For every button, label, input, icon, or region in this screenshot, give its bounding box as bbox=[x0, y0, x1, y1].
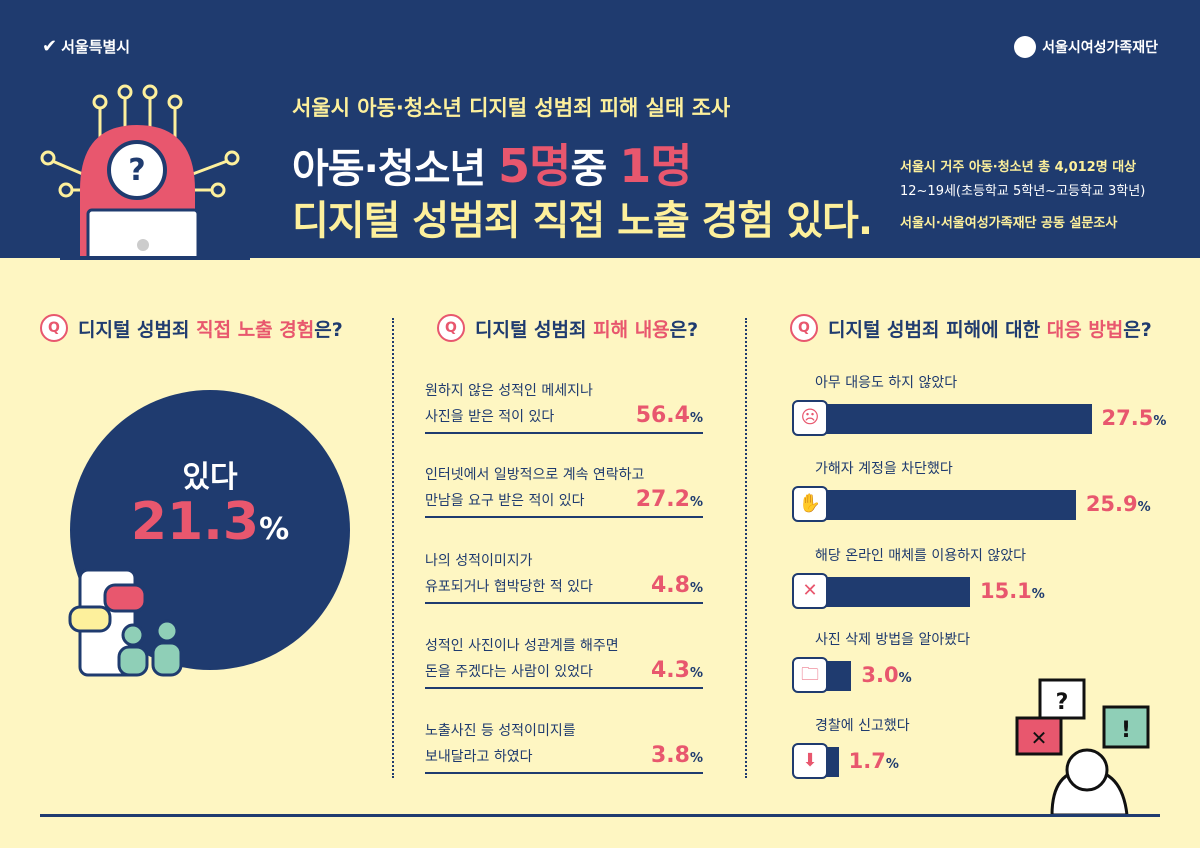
survey-subtitle: 서울시 아동·청소년 디지털 성범죄 피해 실태 조사 bbox=[292, 96, 731, 120]
bottom-rule bbox=[40, 814, 1160, 817]
monitor-folder-icon: 🗀 bbox=[792, 657, 828, 693]
survey-target: 서울시 거주 아동·청소년 총 4,012명 대상 bbox=[900, 160, 1137, 175]
headline-text: 중 bbox=[570, 146, 620, 192]
damage-item-line2: 사진을 받은 적이 있다 bbox=[425, 409, 555, 425]
damage-item-line2: 만남을 요구 받은 적이 있다 bbox=[425, 493, 585, 509]
exposure-unit: % bbox=[259, 512, 290, 547]
q-icon: Q bbox=[790, 314, 818, 342]
headline-highlight: 1명 bbox=[619, 139, 692, 193]
damage-item-value: 56.4% bbox=[635, 403, 703, 428]
seoul-logo: ✔ 서울특별시 bbox=[42, 36, 130, 57]
survey-age-range: 12~19세(초등학교 5학년~고등학교 3학년) bbox=[900, 184, 1146, 199]
question-content: Q 디지털 성범죄 피해 내용은? bbox=[437, 314, 698, 342]
covering-face-icon: ☹ bbox=[792, 400, 828, 436]
question-response: Q 디지털 성범죄 피해에 대한 대응 방법은? bbox=[790, 314, 1152, 342]
response-value: 15.1% bbox=[979, 579, 1045, 603]
survey-organizers: 서울시·서울여성가족재단 공동 설문조사 bbox=[900, 216, 1118, 231]
response-value: 27.5% bbox=[1101, 406, 1167, 430]
q-icon: Q bbox=[437, 314, 465, 342]
phone-chat-illustration-icon bbox=[68, 568, 183, 677]
foundation-logo-icon bbox=[1014, 36, 1037, 58]
seoul-logo-text: 서울특별시 bbox=[61, 38, 131, 56]
exposure-value: 21.3% bbox=[70, 492, 350, 552]
damage-item-value: 4.8% bbox=[650, 573, 703, 598]
crossed-laptop-icon: ✕ bbox=[792, 573, 828, 609]
question-text: 디지털 성범죄 피해에 대한 대응 방법은? bbox=[828, 318, 1152, 341]
response-value: 1.7% bbox=[848, 749, 899, 773]
column-divider bbox=[745, 318, 747, 778]
question-text: 디지털 성범죄 직접 노출 경험은? bbox=[78, 318, 343, 341]
confused-person-illustration-icon: ? ✕ ! bbox=[1015, 678, 1150, 815]
headline-text: 아동·청소년 bbox=[292, 146, 499, 192]
svg-text:?: ? bbox=[128, 153, 145, 188]
response-label: 경찰에 신고했다 bbox=[815, 718, 910, 734]
column-divider bbox=[392, 318, 394, 778]
damage-item-line2: 유포되거나 협박당한 적 있다 bbox=[425, 579, 593, 595]
response-bar bbox=[822, 490, 1076, 520]
svg-text:✕: ✕ bbox=[1031, 726, 1048, 750]
damage-item-line2: 돈을 주겠다는 사람이 있었다 bbox=[425, 664, 593, 680]
response-value: 25.9% bbox=[1085, 492, 1151, 516]
q-icon: Q bbox=[40, 314, 68, 342]
response-bar bbox=[822, 577, 970, 607]
response-value: 3.0% bbox=[861, 663, 912, 687]
headline-2: 디지털 성범죄 직접 노출 경험 있다. bbox=[292, 198, 873, 244]
damage-item-line2: 보내달라고 하였다 bbox=[425, 749, 533, 765]
damage-item-line1: 나의 성적이미지가 bbox=[425, 553, 533, 569]
response-label: 가해자 계정을 차단했다 bbox=[815, 461, 953, 477]
svg-text:!: ! bbox=[1121, 718, 1131, 743]
exposure-label: 있다 bbox=[182, 460, 238, 495]
block-hand-icon: ✋ bbox=[792, 486, 828, 522]
response-label: 해당 온라인 매체를 이용하지 않았다 bbox=[815, 548, 1026, 564]
response-bar bbox=[822, 404, 1092, 434]
question-exposure: Q 디지털 성범죄 직접 노출 경험은? bbox=[40, 314, 343, 342]
header-banner bbox=[0, 0, 1200, 258]
svg-text:?: ? bbox=[1056, 690, 1069, 715]
foundation-logo: 서울시여성가족재단 bbox=[1014, 36, 1158, 58]
damage-item-line1: 노출사진 등 성적이미지를 bbox=[425, 723, 576, 739]
damage-item-line1: 원하지 않은 성적인 메세지나 bbox=[425, 383, 593, 399]
response-label: 아무 대응도 하지 않았다 bbox=[815, 375, 958, 391]
damage-item-line1: 성적인 사진이나 성관계를 해주면 bbox=[425, 638, 619, 654]
report-button-icon: ⬇ bbox=[792, 743, 828, 779]
response-label: 사진 삭제 방법을 알아봤다 bbox=[815, 632, 971, 648]
damage-item-line1: 인터넷에서 일방적으로 계속 연락하고 bbox=[425, 467, 645, 483]
damage-item-value: 3.8% bbox=[650, 743, 703, 768]
seoul-logo-icon: ✔ bbox=[42, 36, 58, 57]
headline-1: 아동·청소년 5명중 1명 bbox=[292, 130, 693, 196]
foundation-logo-text: 서울시여성가족재단 bbox=[1042, 40, 1158, 56]
question-text: 디지털 성범죄 피해 내용은? bbox=[475, 318, 699, 341]
exposure-number: 21.3 bbox=[130, 492, 260, 552]
damage-item-value: 4.3% bbox=[650, 658, 703, 683]
damage-item-value: 27.2% bbox=[635, 487, 703, 512]
headline-highlight: 5명 bbox=[498, 139, 571, 193]
hacker-illustration-icon: ? bbox=[40, 84, 250, 260]
